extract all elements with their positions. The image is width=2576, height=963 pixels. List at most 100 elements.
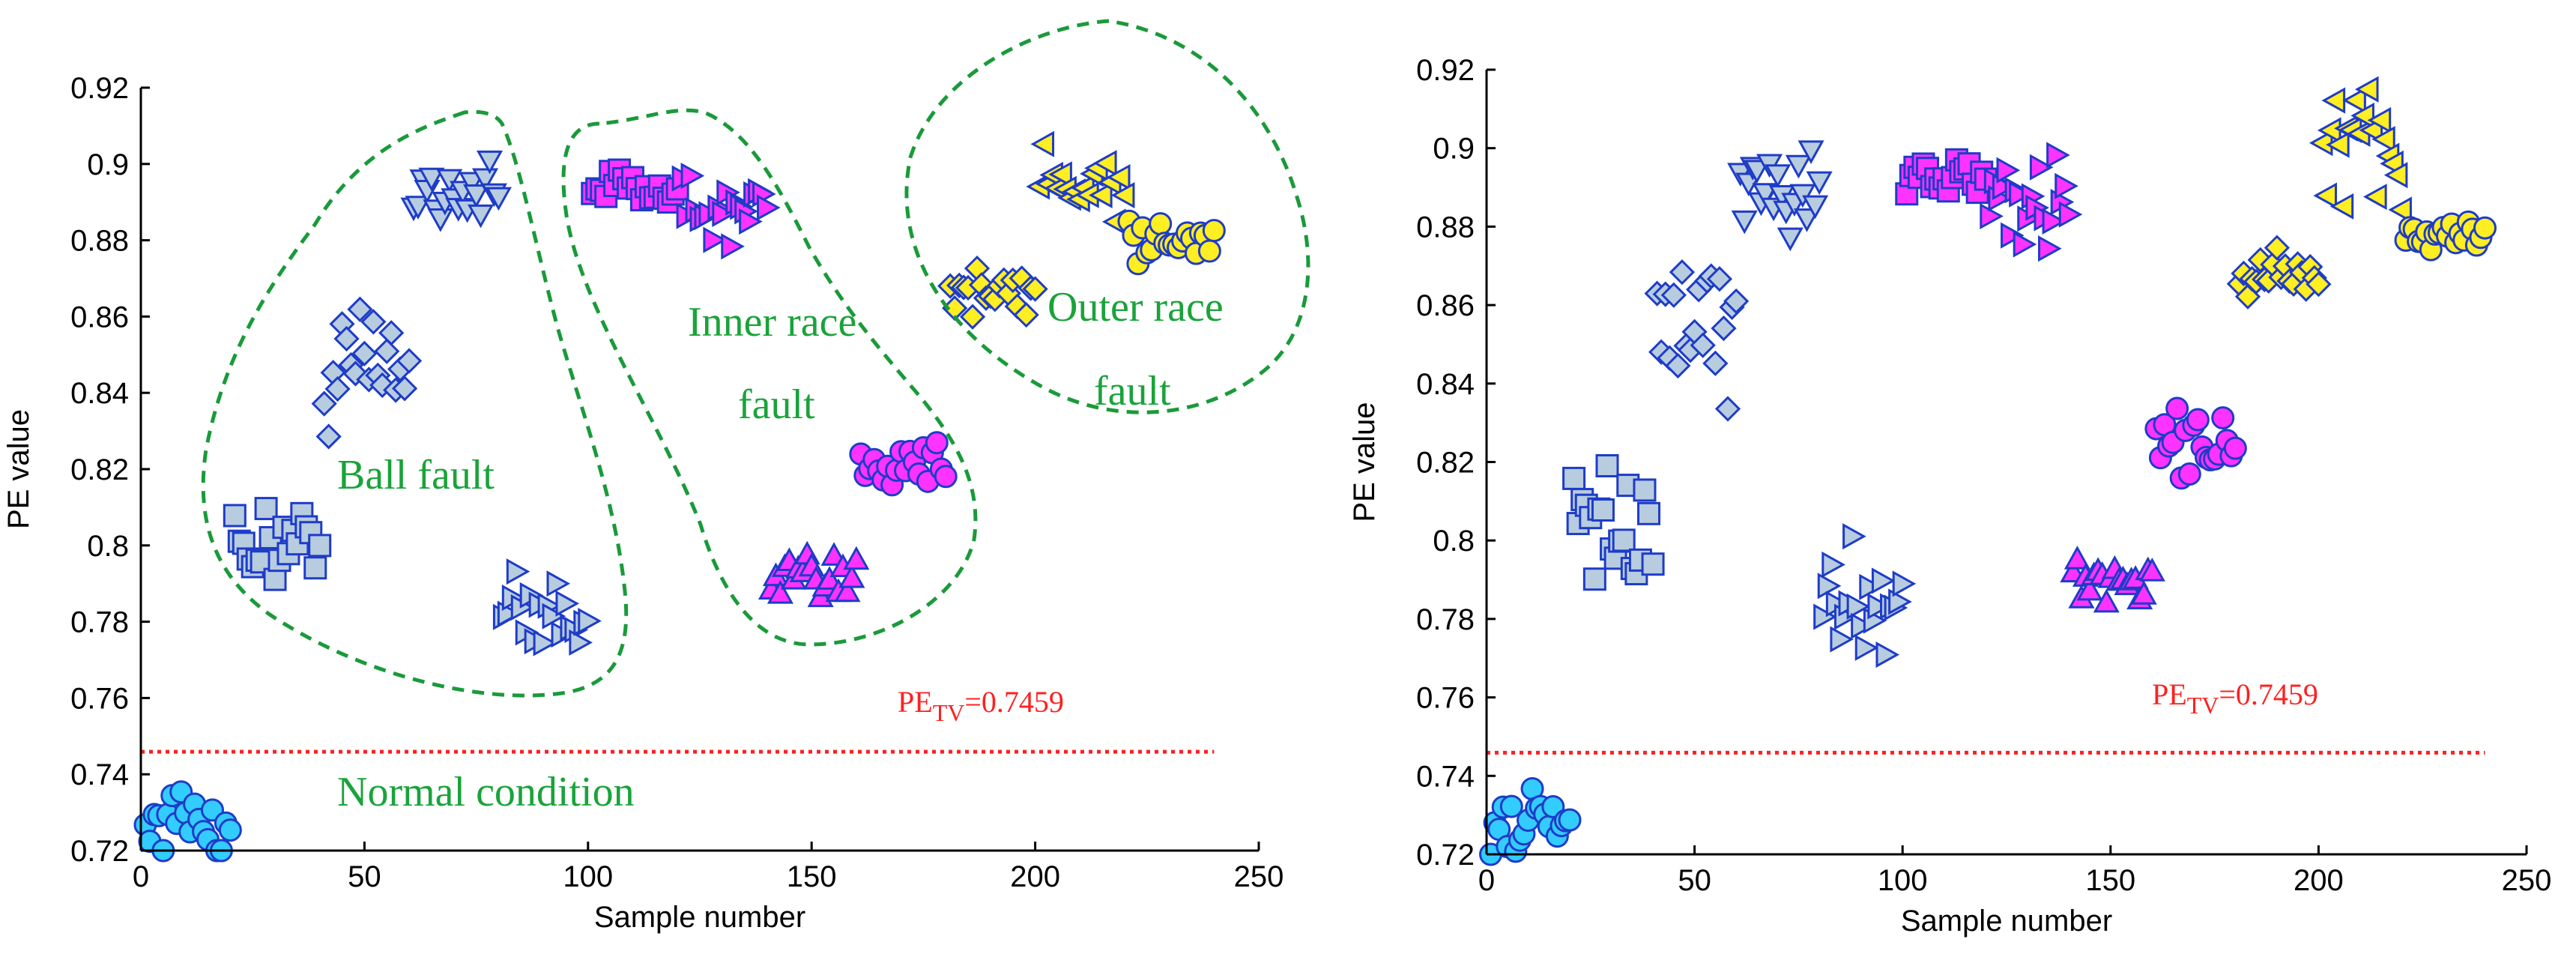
point-ball-1	[1637, 501, 1661, 525]
point-inner-2	[712, 200, 736, 228]
y-tick-label: 0.74	[70, 758, 129, 791]
point-ball-2	[1660, 282, 1687, 308]
point-outer-2	[1048, 161, 1072, 188]
point-outer-2	[2383, 162, 2408, 189]
normal-condition-label: Normal condition	[337, 769, 635, 815]
point-ball-2	[360, 309, 387, 335]
x-tick-label: 200	[2294, 864, 2344, 897]
point-normal	[1558, 808, 1582, 832]
right-threshold-label: PETV=0.7459	[2152, 677, 2318, 719]
ball-fault-outline	[201, 109, 629, 698]
point-ball-4	[1854, 634, 1879, 661]
y-tick-label: 0.84	[70, 377, 129, 410]
point-inner-3	[2093, 588, 2120, 613]
y-tick-label: 0.8	[87, 530, 129, 563]
point-outer-2	[1110, 181, 1135, 209]
point-inner-2	[739, 208, 763, 235]
point-inner-2	[2038, 235, 2062, 262]
point-ball-2	[1723, 288, 1750, 315]
point-inner-4	[2186, 408, 2210, 432]
y-tick-label: 0.72	[1416, 839, 1475, 872]
y-axis-label: PE value	[1348, 402, 1381, 522]
point-ball-3	[436, 169, 463, 193]
point-ball-4	[1875, 642, 1900, 668]
point-ball-2	[1690, 332, 1716, 358]
point-ball-2	[1706, 266, 1733, 292]
point-inner-2	[2009, 181, 2033, 208]
right-threshold-label-main: PE	[2152, 677, 2187, 711]
point-ball-2	[374, 338, 400, 364]
point-inner-2	[2001, 222, 2025, 249]
point-ball-2	[378, 320, 405, 346]
right-threshold-label-sub: TV	[2187, 692, 2219, 719]
point-ball-4	[578, 608, 602, 635]
point-inner-4	[2177, 462, 2201, 486]
y-tick-label: 0.82	[70, 453, 129, 486]
left-chart-points	[133, 130, 1226, 863]
point-ball-2	[324, 375, 351, 402]
y-tick-label: 0.8	[1433, 525, 1475, 558]
point-ball-3	[1731, 210, 1758, 235]
point-ball-2	[347, 296, 373, 322]
x-tick-label: 0	[133, 860, 149, 893]
point-ball-4	[533, 630, 557, 656]
right-chart-points	[1479, 76, 2497, 866]
point-ball-1	[1562, 466, 1586, 490]
point-ball-4	[506, 558, 530, 585]
left-threshold-label-sub: TV	[933, 699, 965, 726]
point-inner-2	[703, 226, 727, 253]
point-outer-2	[1092, 150, 1117, 177]
y-tick-label: 0.88	[70, 225, 129, 258]
y-tick-label: 0.74	[1416, 760, 1475, 793]
point-ball-4	[1842, 523, 1866, 550]
point-ball-1	[1591, 498, 1615, 522]
point-ball-4	[1817, 573, 1842, 600]
y-tick-label: 0.78	[1416, 603, 1475, 636]
point-ball-3	[1744, 160, 1771, 184]
y-tick-label: 0.92	[1416, 54, 1475, 87]
point-outer-2	[2342, 87, 2366, 114]
point-outer-3	[1197, 239, 1221, 263]
point-inner-3	[767, 580, 793, 604]
point-outer-1	[959, 304, 986, 330]
y-tick-label: 0.82	[1416, 447, 1475, 480]
x-tick-label: 250	[1234, 860, 1284, 893]
outer-race-label: Outer race	[1047, 284, 1224, 330]
point-inner-3	[834, 578, 861, 603]
y-tick-label: 0.88	[1416, 211, 1475, 244]
y-tick-label: 0.9	[1433, 133, 1475, 166]
point-outer-3	[1202, 219, 1226, 243]
point-ball-1	[254, 497, 278, 521]
x-tick-label: 100	[563, 860, 613, 893]
point-ball-1	[1641, 552, 1665, 576]
point-inner-3	[843, 546, 870, 570]
point-ball-1	[263, 567, 287, 591]
point-inner-3	[816, 566, 843, 590]
point-ball-2	[391, 375, 418, 402]
point-inner-2	[721, 233, 745, 260]
point-ball-3	[1752, 183, 1779, 207]
point-ball-4	[1846, 593, 1871, 620]
point-inner-2	[2029, 154, 2054, 181]
point-ball-1	[303, 556, 327, 580]
point-ball-3	[468, 204, 495, 229]
point-outer-1	[1022, 276, 1048, 302]
x-axis-label: Sample number	[594, 901, 805, 934]
point-ball-4	[546, 570, 571, 597]
left-axes: 0 50 100 150 200 250 0.72 0.74 0.76 0.78 0.8 0.82 0.…	[2, 72, 1284, 934]
right-threshold-label-value: =0.7459	[2219, 677, 2318, 711]
point-ball-3	[1798, 140, 1824, 164]
point-ball-1	[1582, 567, 1606, 591]
point-ball-4	[569, 629, 593, 656]
point-ball-3	[485, 187, 512, 211]
point-ball-3	[1785, 154, 1812, 179]
point-ball-3	[418, 167, 445, 192]
y-tick-label: 0.78	[70, 606, 129, 639]
x-tick-label: 250	[2502, 864, 2552, 897]
point-inner-2	[1980, 202, 2004, 230]
outer-race-outline	[904, 19, 1310, 414]
outer-fault-label: fault	[1094, 368, 1171, 414]
point-inner-2	[757, 194, 781, 221]
point-outer-2	[2371, 126, 2395, 153]
